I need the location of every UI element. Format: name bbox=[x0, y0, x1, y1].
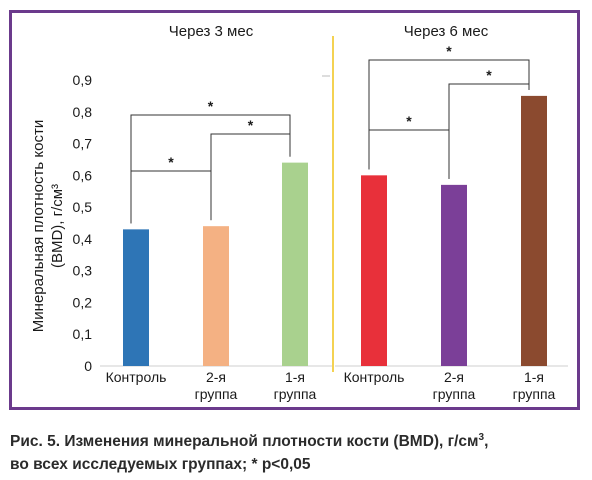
y-axis-label-line-1: Минеральная плотность кости bbox=[30, 120, 47, 332]
panel-2-significance-marker: * bbox=[406, 113, 412, 129]
panel-1-category-label: группа bbox=[274, 386, 317, 402]
panel-2-significance-marker: * bbox=[486, 67, 492, 83]
panel-1-category-label: 2-я bbox=[206, 369, 226, 385]
panel-2-significance-bracket bbox=[368, 129, 450, 179]
panel-1-significance-marker: * bbox=[168, 154, 174, 170]
y-tick-label: 0,8 bbox=[73, 104, 93, 120]
y-tick-label: 0,3 bbox=[73, 263, 93, 279]
panel-1-title: Через 3 мес bbox=[169, 23, 254, 40]
panel-2-title: Через 6 мес bbox=[404, 23, 489, 40]
caption-comma: , bbox=[484, 433, 489, 451]
panel-1-bar bbox=[282, 162, 308, 366]
panel-2-significance-bracket bbox=[368, 59, 530, 170]
y-axis-label: Минеральная плотность кости (BMD), г/см³ bbox=[30, 120, 66, 332]
panel-1-bar bbox=[123, 229, 149, 366]
panel-1-bar bbox=[203, 226, 229, 366]
figure-caption: Рис. 5. Изменения минеральной плотности … bbox=[10, 426, 585, 476]
caption-text: Рис. 5. Изменения минеральной плотности … bbox=[10, 433, 479, 451]
y-tick-label: 0,7 bbox=[73, 136, 93, 152]
y-axis-label-line-2: (BMD), г/см³ bbox=[49, 184, 66, 268]
y-tick-label: 0,5 bbox=[73, 199, 93, 215]
y-tick-label: 0,4 bbox=[73, 231, 93, 247]
panel-1-significance-bracket bbox=[130, 114, 291, 224]
panel-2-bar bbox=[361, 175, 387, 366]
panel-2-category-label: 1-я bbox=[524, 369, 544, 385]
panel-2-bar bbox=[521, 95, 547, 366]
caption-line-2: во всех исследуемых группах; * p<0,05 bbox=[10, 456, 311, 474]
panel-2-category-label: группа bbox=[433, 386, 476, 402]
panel-1-significance-marker: * bbox=[208, 98, 214, 114]
y-tick-label: 0,9 bbox=[73, 72, 93, 88]
panel-1-category-label: группа bbox=[195, 386, 238, 402]
panel-1-significance-bracket bbox=[210, 133, 291, 221]
y-tick-label: 0,6 bbox=[73, 167, 93, 183]
y-tick-label: 0 bbox=[84, 358, 92, 374]
panel-2-bar bbox=[441, 184, 467, 366]
panel-2-category-label: Контроль bbox=[344, 369, 405, 385]
panel-1-category-label: 1-я bbox=[285, 369, 305, 385]
panel-2-significance-bracket bbox=[448, 83, 530, 179]
panel-1-significance-bracket bbox=[130, 170, 212, 224]
panel-1-significance-marker: * bbox=[248, 117, 254, 133]
y-tick-label: 0,1 bbox=[73, 326, 93, 342]
y-tick-label: 0,2 bbox=[73, 294, 93, 310]
panel-2-category-label: группа bbox=[513, 386, 556, 402]
panel-2-significance-marker: * bbox=[446, 43, 452, 59]
panel-1-category-label: Контроль bbox=[106, 369, 167, 385]
caption-superscript: 3 bbox=[478, 432, 485, 443]
bar-chart: 0 0,1 0,2 0,3 0,4 0,5 0,6 0,7 0,8 0,9 Минеральная … bbox=[30, 23, 568, 402]
panel-2-category-label: 2-я bbox=[444, 369, 464, 385]
